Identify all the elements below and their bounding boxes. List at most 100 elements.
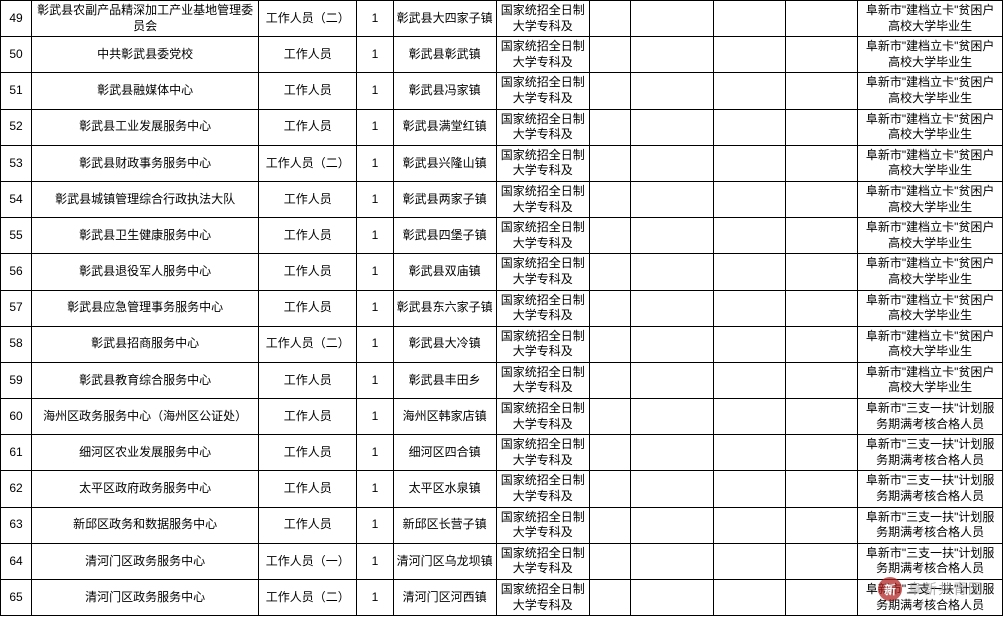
cell-b1 [589,37,630,73]
cell-cnt: 1 [357,543,393,579]
cell-req: 阜新市"三支一扶"计划服务期满考核合格人员 [858,580,1003,616]
cell-idx: 65 [1,580,32,616]
cell-edu: 国家统招全日制大学专科及 [496,435,589,471]
cell-req: 阜新市"建档立卡"贫困户高校大学毕业生 [858,290,1003,326]
cell-edu: 国家统招全日制大学专科及 [496,580,589,616]
cell-dept: 彰武县工业发展服务中心 [31,109,258,145]
cell-pos: 工作人员 [259,507,357,543]
cell-idx: 57 [1,290,32,326]
cell-loc: 彰武县大四家子镇 [393,1,496,37]
cell-pos: 工作人员 [259,399,357,435]
cell-edu: 国家统招全日制大学专科及 [496,290,589,326]
cell-loc: 彰武县双庙镇 [393,254,496,290]
cell-idx: 52 [1,109,32,145]
cell-idx: 51 [1,73,32,109]
cell-cnt: 1 [357,290,393,326]
cell-idx: 55 [1,218,32,254]
cell-b4 [786,507,858,543]
cell-b2 [631,507,714,543]
table-row: 51彰武县融媒体中心工作人员1彰武县冯家镇国家统招全日制大学专科及阜新市"建档立… [1,73,1003,109]
cell-loc: 彰武县冯家镇 [393,73,496,109]
table-row: 54彰武县城镇管理综合行政执法大队工作人员1彰武县两家子镇国家统招全日制大学专科… [1,181,1003,217]
cell-b3 [713,362,785,398]
cell-b1 [589,145,630,181]
cell-edu: 国家统招全日制大学专科及 [496,326,589,362]
cell-req: 阜新市"建档立卡"贫困户高校大学毕业生 [858,109,1003,145]
table-row: 64清河门区政务服务中心工作人员（一）1清河门区乌龙坝镇国家统招全日制大学专科及… [1,543,1003,579]
cell-idx: 54 [1,181,32,217]
cell-b3 [713,399,785,435]
cell-dept: 彰武县城镇管理综合行政执法大队 [31,181,258,217]
cell-cnt: 1 [357,73,393,109]
cell-b1 [589,254,630,290]
cell-loc: 细河区四合镇 [393,435,496,471]
cell-edu: 国家统招全日制大学专科及 [496,399,589,435]
cell-b4 [786,218,858,254]
cell-loc: 彰武县四堡子镇 [393,218,496,254]
cell-edu: 国家统招全日制大学专科及 [496,507,589,543]
cell-req: 阜新市"建档立卡"贫困户高校大学毕业生 [858,218,1003,254]
cell-b3 [713,254,785,290]
cell-req: 阜新市"建档立卡"贫困户高校大学毕业生 [858,254,1003,290]
cell-b3 [713,580,785,616]
cell-cnt: 1 [357,181,393,217]
table-row: 58彰武县招商服务中心工作人员（二）1彰武县大冷镇国家统招全日制大学专科及阜新市… [1,326,1003,362]
cell-dept: 彰武县卫生健康服务中心 [31,218,258,254]
cell-idx: 64 [1,543,32,579]
cell-cnt: 1 [357,580,393,616]
table-row: 50中共彰武县委党校工作人员1彰武县彰武镇国家统招全日制大学专科及阜新市"建档立… [1,37,1003,73]
cell-b4 [786,254,858,290]
table-row: 59彰武县教育综合服务中心工作人员1彰武县丰田乡国家统招全日制大学专科及阜新市"… [1,362,1003,398]
cell-loc: 彰武县东六家子镇 [393,290,496,326]
cell-cnt: 1 [357,435,393,471]
table-row: 63新邱区政务和数据服务中心工作人员1新邱区长营子镇国家统招全日制大学专科及阜新… [1,507,1003,543]
cell-idx: 58 [1,326,32,362]
cell-idx: 56 [1,254,32,290]
cell-req: 阜新市"三支一扶"计划服务期满考核合格人员 [858,507,1003,543]
cell-dept: 清河门区政务服务中心 [31,580,258,616]
cell-b2 [631,580,714,616]
cell-b1 [589,181,630,217]
cell-cnt: 1 [357,326,393,362]
cell-idx: 63 [1,507,32,543]
cell-pos: 工作人员 [259,218,357,254]
cell-idx: 60 [1,399,32,435]
cell-loc: 彰武县两家子镇 [393,181,496,217]
cell-dept: 海州区政务服务中心（海州区公证处） [31,399,258,435]
cell-cnt: 1 [357,362,393,398]
cell-dept: 新邱区政务和数据服务中心 [31,507,258,543]
cell-dept: 细河区农业发展服务中心 [31,435,258,471]
cell-loc: 太平区水泉镇 [393,471,496,507]
cell-edu: 国家统招全日制大学专科及 [496,362,589,398]
cell-cnt: 1 [357,109,393,145]
cell-edu: 国家统招全日制大学专科及 [496,145,589,181]
cell-pos: 工作人员 [259,290,357,326]
cell-req: 阜新市"建档立卡"贫困户高校大学毕业生 [858,1,1003,37]
cell-b3 [713,543,785,579]
cell-dept: 彰武县财政事务服务中心 [31,145,258,181]
cell-pos: 工作人员 [259,435,357,471]
cell-cnt: 1 [357,254,393,290]
table-row: 56彰武县退役军人服务中心工作人员1彰武县双庙镇国家统招全日制大学专科及阜新市"… [1,254,1003,290]
cell-b3 [713,218,785,254]
cell-pos: 工作人员（二） [259,326,357,362]
cell-pos: 工作人员 [259,73,357,109]
cell-loc: 彰武县丰田乡 [393,362,496,398]
cell-pos: 工作人员 [259,362,357,398]
cell-b2 [631,37,714,73]
cell-edu: 国家统招全日制大学专科及 [496,1,589,37]
cell-b1 [589,471,630,507]
cell-b2 [631,399,714,435]
cell-b3 [713,73,785,109]
cell-b1 [589,399,630,435]
cell-req: 阜新市"建档立卡"贫困户高校大学毕业生 [858,181,1003,217]
cell-b1 [589,218,630,254]
cell-req: 阜新市"三支一扶"计划服务期满考核合格人员 [858,399,1003,435]
cell-b2 [631,254,714,290]
cell-pos: 工作人员（二） [259,1,357,37]
cell-b4 [786,580,858,616]
cell-idx: 59 [1,362,32,398]
cell-b1 [589,73,630,109]
cell-b4 [786,362,858,398]
cell-b1 [589,290,630,326]
